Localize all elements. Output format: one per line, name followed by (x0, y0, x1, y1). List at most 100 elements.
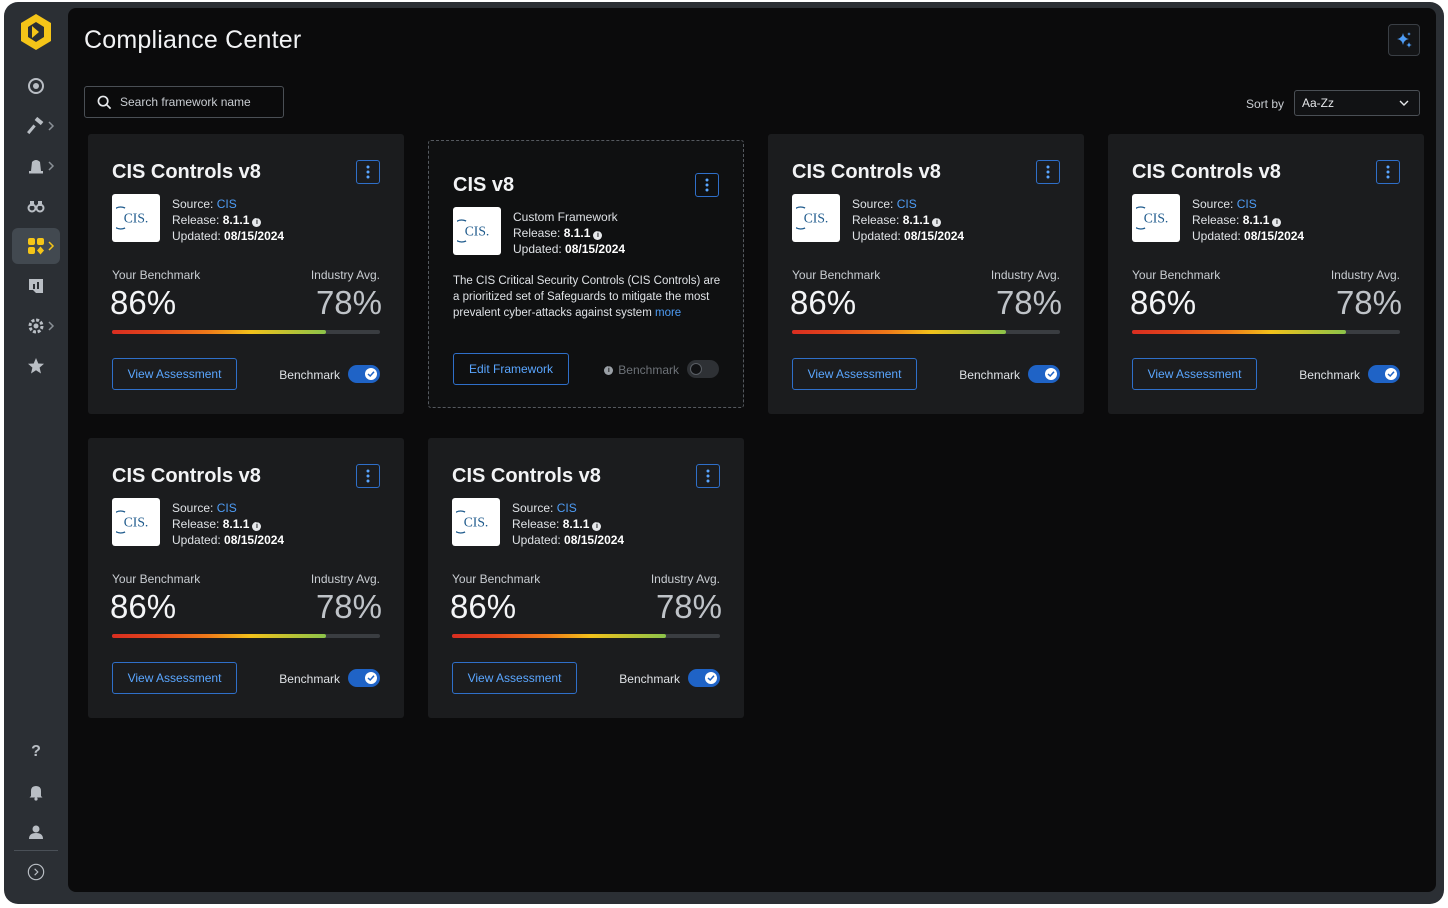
industry-value: 78% (995, 284, 1062, 321)
benchmark-value: 86% (790, 284, 857, 321)
edit-framework-button[interactable]: Edit Framework (453, 353, 569, 385)
sidebar-item-investigate[interactable] (12, 188, 60, 224)
sidebar-item-profile[interactable] (12, 814, 60, 850)
updated-value: 08/15/2024 (224, 229, 285, 243)
svg-text:CIS.: CIS. (124, 515, 149, 530)
chevron-right-icon (48, 121, 55, 131)
sidebar-item-reports[interactable] (12, 268, 60, 304)
view-assessment-button[interactable]: View Assessment (792, 358, 917, 390)
progress-fill (792, 330, 1007, 334)
updated-label: Updated: (1192, 229, 1241, 243)
chevron-right-icon (48, 161, 55, 171)
check-icon (1387, 371, 1395, 378)
framework-card: CIS Controls v8 CIS. Source: CIS Release… (428, 438, 744, 718)
info-icon[interactable]: i (604, 365, 614, 375)
help-icon: ? (31, 743, 41, 760)
framework-description: The CIS Critical Security Controls (CIS … (453, 273, 721, 321)
release-label: Release: (512, 517, 560, 531)
updated-label: Updated: (513, 242, 562, 256)
info-icon[interactable]: i (1272, 218, 1282, 227)
card-menu-button[interactable] (1036, 160, 1060, 184)
benchmark-value: 86% (450, 588, 517, 625)
view-assessment-button[interactable]: View Assessment (1132, 358, 1257, 390)
benchmark-value: 86% (1130, 284, 1197, 321)
benchmark-toggle[interactable] (348, 669, 380, 687)
framework-card: CIS Controls v8 CIS. Source: CIS Release… (768, 134, 1084, 414)
view-assessment-button[interactable]: View Assessment (112, 358, 237, 390)
benchmark-label: Your Benchmark (452, 572, 541, 586)
benchmark-toggle[interactable] (1368, 365, 1400, 383)
industry-label: Industry Avg. (310, 572, 380, 586)
toggle-knob (1385, 368, 1397, 380)
industry-value: 78% (1335, 284, 1402, 321)
benchmark-toggle[interactable] (348, 365, 380, 383)
sort-value: Aa-Zz (1302, 96, 1335, 110)
benchmark-value: 86% (110, 284, 177, 321)
more-link[interactable]: more (654, 307, 682, 319)
sidebar-item-alerts[interactable] (12, 148, 60, 184)
card-menu-button[interactable] (695, 173, 719, 197)
source-link[interactable]: CIS (216, 501, 237, 515)
card-menu-button[interactable] (356, 464, 380, 488)
sidebar-item-compliance[interactable] (12, 228, 60, 264)
benchmark-toggle-label: Benchmark (619, 672, 680, 686)
more-vertical-icon (705, 178, 709, 192)
release-value: 8.1.1 (222, 213, 250, 227)
release-value: 8.1.1 (562, 517, 590, 531)
source-link[interactable]: CIS (216, 197, 237, 211)
ai-assist-button[interactable] (1388, 24, 1420, 56)
info-icon[interactable]: i (252, 218, 262, 227)
card-menu-button[interactable] (1376, 160, 1400, 184)
benchmark-toggle[interactable] (687, 360, 719, 378)
search-input[interactable] (120, 95, 270, 109)
info-icon[interactable]: i (252, 522, 262, 531)
progress-fill (112, 634, 327, 638)
source-link[interactable]: CIS (556, 501, 577, 515)
check-icon (1047, 371, 1055, 378)
source-label: Source: (852, 197, 894, 211)
source-link[interactable]: CIS (1236, 197, 1257, 211)
user-icon (29, 825, 43, 839)
info-icon[interactable]: i (593, 231, 603, 240)
cis-logo: CIS. (1132, 194, 1180, 242)
search-box[interactable] (84, 86, 284, 118)
sidebar-item-favorites[interactable] (12, 348, 60, 384)
source-link[interactable]: CIS (896, 197, 917, 211)
info-icon[interactable]: i (932, 218, 942, 227)
benchmark-toggle[interactable] (688, 669, 720, 687)
description-text: The CIS Critical Security Controls (CIS … (453, 275, 721, 319)
check-icon (367, 371, 375, 378)
sidebar-item-notifications[interactable] (12, 774, 60, 810)
benchmark-toggle[interactable] (1028, 365, 1060, 383)
release-value: 8.1.1 (1242, 213, 1270, 227)
updated-value: 08/15/2024 (904, 229, 965, 243)
updated-label: Updated: (852, 229, 901, 243)
card-menu-button[interactable] (356, 160, 380, 184)
benchmark-label: Your Benchmark (112, 268, 201, 282)
app-logo[interactable] (20, 14, 52, 50)
updated-label: Updated: (172, 533, 221, 547)
chevron-down-icon (1399, 100, 1409, 106)
more-vertical-icon (366, 469, 370, 483)
framework-meta: Source: CIS Release: 8.1.1 i Updated: 08/… (1192, 196, 1304, 244)
sidebar-item-settings[interactable] (12, 308, 60, 344)
view-assessment-button[interactable]: View Assessment (452, 662, 577, 694)
cis-logo: CIS. (112, 498, 160, 546)
sort-select[interactable]: Aa-Zz (1294, 90, 1420, 116)
info-icon[interactable]: i (592, 522, 602, 531)
sidebar-item-help[interactable]: ? (12, 734, 60, 770)
expand-icon (27, 863, 45, 881)
card-menu-button[interactable] (696, 464, 720, 488)
industry-label: Industry Avg. (310, 268, 380, 282)
benchmark-progress (1132, 330, 1400, 334)
sidebar-item-tools[interactable] (12, 108, 60, 144)
hammer-icon (27, 117, 44, 135)
sidebar-item-dashboard[interactable] (12, 68, 60, 104)
sidebar-expand-button[interactable] (12, 854, 60, 890)
svg-text:CIS.: CIS. (124, 211, 149, 226)
updated-value: 08/15/2024 (224, 533, 285, 547)
view-assessment-button[interactable]: View Assessment (112, 662, 237, 694)
benchmark-toggle-label: Benchmark (279, 368, 340, 382)
release-label: Release: (172, 213, 220, 227)
progress-fill (1132, 330, 1347, 334)
